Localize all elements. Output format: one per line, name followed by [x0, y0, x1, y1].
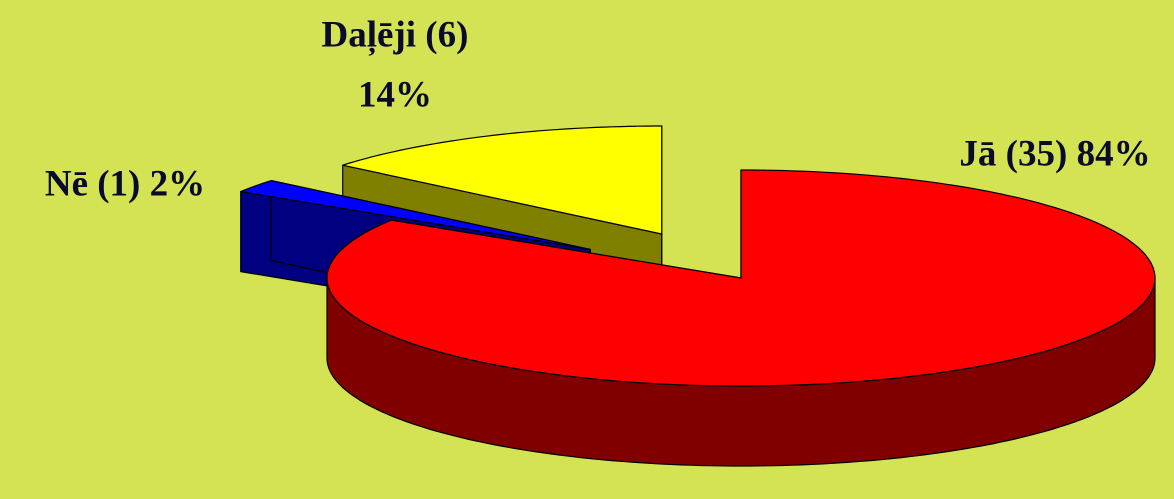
data-label: Jā (35) 84%	[959, 133, 1150, 174]
data-label: Daļēji (6)	[322, 14, 469, 56]
data-label: 14%	[358, 74, 432, 115]
slice	[326, 169, 1156, 387]
slice	[342, 125, 663, 235]
data-label: Nē (1) 2%	[45, 163, 205, 204]
slice	[240, 180, 591, 250]
